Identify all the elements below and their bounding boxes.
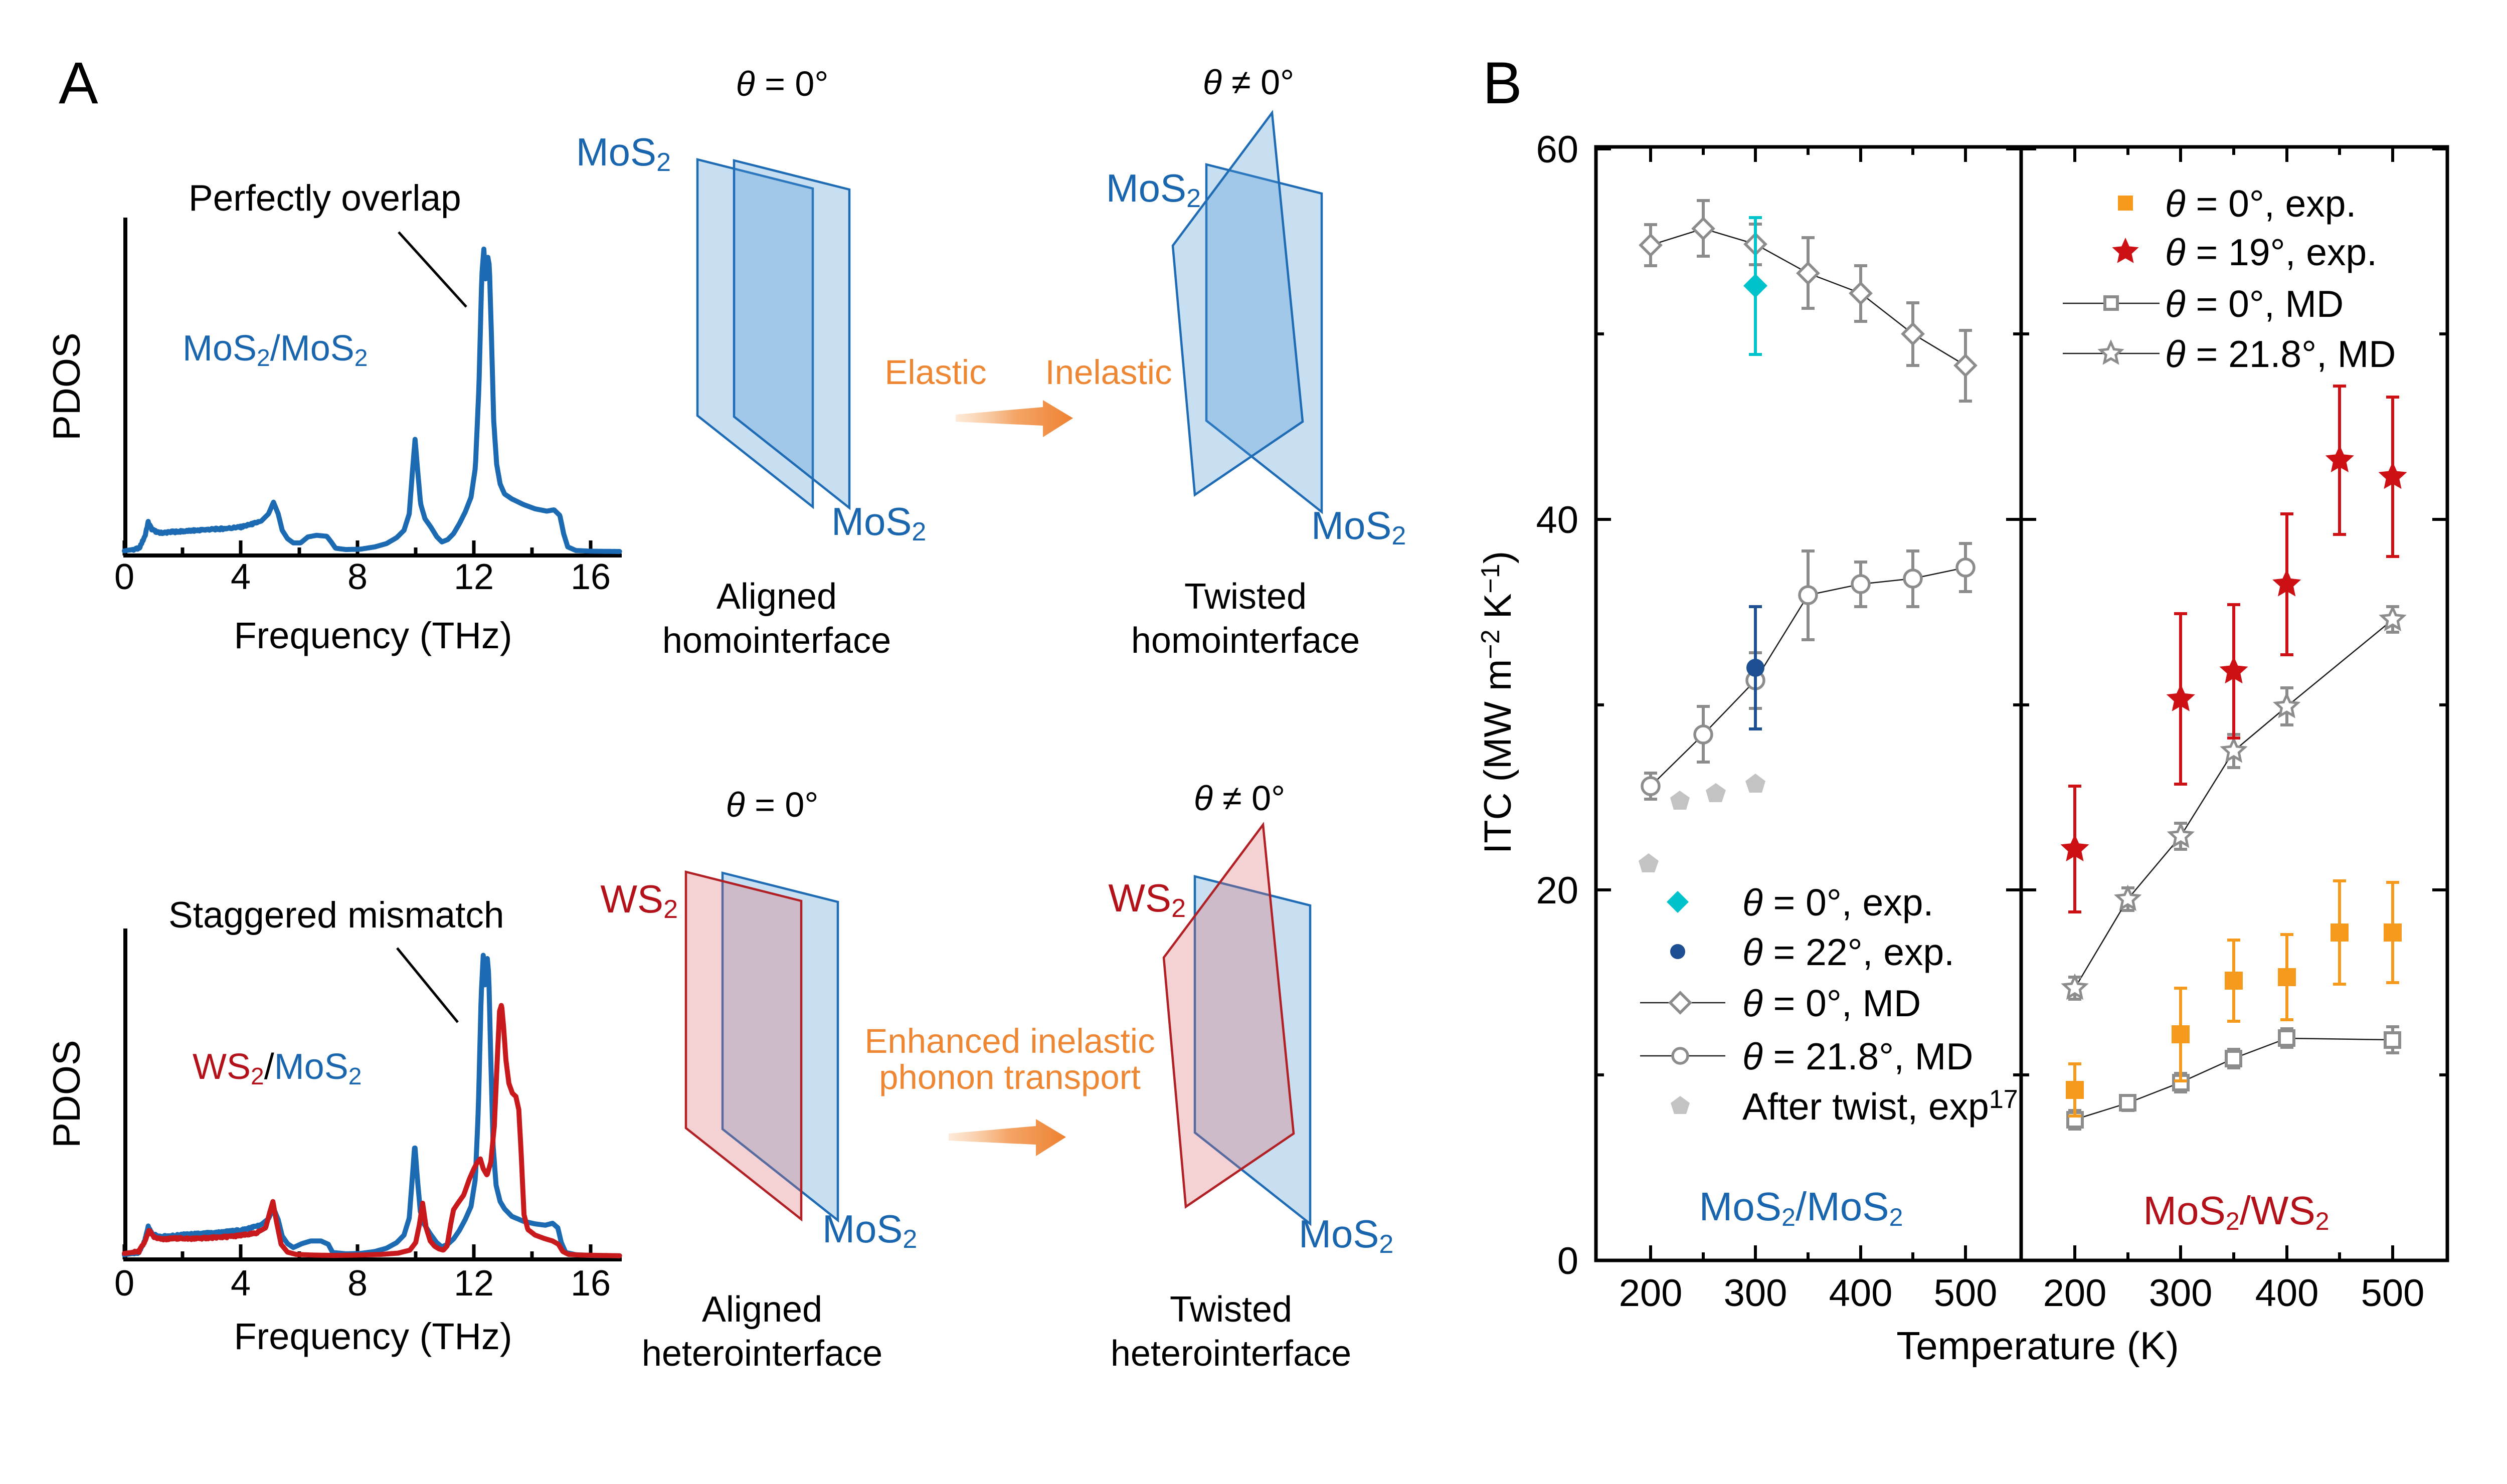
svg-text:Frequency (THz): Frequency (THz) — [234, 1316, 512, 1357]
svg-text:θ = 0°, MD: θ = 0°, MD — [1742, 982, 1921, 1024]
svg-text:300: 300 — [1724, 1272, 1787, 1315]
svg-text:MoS2: MoS2 — [1299, 1212, 1393, 1259]
svg-text:homointerface: homointerface — [662, 621, 891, 661]
svg-text:θ = 19°, exp.: θ = 19°, exp. — [2165, 231, 2377, 273]
svg-text:Enhanced inelastic: Enhanced inelastic — [864, 1022, 1155, 1060]
svg-text:4: 4 — [231, 1263, 251, 1304]
svg-text:WS2: WS2 — [1108, 876, 1186, 923]
svg-text:ITC (MW m−2 K−1): ITC (MW m−2 K−1) — [1476, 551, 1519, 854]
svg-text:phonon transport: phonon transport — [879, 1058, 1141, 1096]
svg-text:MoS2: MoS2 — [1106, 166, 1201, 213]
svg-text:Inelastic: Inelastic — [1045, 353, 1172, 392]
svg-text:MoS2/WS2: MoS2/WS2 — [2143, 1188, 2329, 1235]
svg-text:Perfectly overlap: Perfectly overlap — [189, 178, 461, 219]
svg-text:16: 16 — [571, 1263, 611, 1304]
svg-text:θ = 21.8°, MD: θ = 21.8°, MD — [2165, 333, 2396, 375]
svg-text:After twist, exp17: After twist, exp17 — [1742, 1085, 2018, 1128]
svg-text:θ = 0°: θ = 0° — [726, 785, 819, 824]
svg-text:MoS2: MoS2 — [822, 1207, 917, 1254]
svg-text:Frequency (THz): Frequency (THz) — [234, 615, 512, 656]
svg-text:PDOS: PDOS — [46, 332, 88, 440]
svg-text:θ = 22°, exp.: θ = 22°, exp. — [1742, 931, 1954, 973]
svg-text:heterointerface: heterointerface — [1111, 1334, 1351, 1374]
svg-text:16: 16 — [571, 557, 611, 597]
svg-text:8: 8 — [347, 557, 368, 597]
svg-text:MoS2: MoS2 — [576, 130, 671, 177]
svg-text:homointerface: homointerface — [1131, 621, 1360, 661]
svg-text:WS2: WS2 — [600, 877, 678, 924]
svg-text:heterointerface: heterointerface — [642, 1334, 882, 1374]
svg-text:200: 200 — [2043, 1272, 2107, 1315]
svg-text:MoS2/MoS2: MoS2/MoS2 — [1699, 1184, 1903, 1231]
svg-text:A: A — [59, 50, 98, 116]
svg-text:θ = 0°, exp.: θ = 0°, exp. — [1742, 881, 1933, 923]
svg-text:Temperature (K): Temperature (K) — [1896, 1324, 2179, 1368]
svg-text:40: 40 — [1536, 499, 1578, 541]
svg-text:Aligned: Aligned — [702, 1289, 822, 1330]
svg-text:0: 0 — [1557, 1240, 1578, 1282]
svg-text:MoS2: MoS2 — [1311, 503, 1406, 550]
svg-text:B: B — [1483, 50, 1522, 116]
svg-text:Twisted: Twisted — [1184, 577, 1307, 617]
svg-text:12: 12 — [454, 557, 494, 597]
svg-text:60: 60 — [1536, 128, 1578, 171]
svg-text:12: 12 — [454, 1263, 494, 1304]
svg-text:θ = 0°: θ = 0° — [736, 64, 829, 103]
svg-text:Twisted: Twisted — [1170, 1289, 1292, 1330]
svg-text:θ ≠ 0°: θ ≠ 0° — [1203, 63, 1294, 102]
svg-text:θ ≠ 0°: θ ≠ 0° — [1194, 779, 1285, 818]
svg-text:WS2/MoS2: WS2/MoS2 — [193, 1047, 362, 1090]
svg-text:0: 0 — [114, 1263, 134, 1304]
svg-text:Staggered mismatch: Staggered mismatch — [168, 895, 504, 936]
svg-text:200: 200 — [1619, 1272, 1683, 1315]
svg-text:PDOS: PDOS — [46, 1040, 88, 1148]
svg-text:MoS2: MoS2 — [831, 499, 926, 546]
svg-text:0: 0 — [114, 557, 134, 597]
svg-text:400: 400 — [1829, 1272, 1893, 1315]
svg-text:MoS2/MoS2: MoS2/MoS2 — [183, 328, 368, 372]
svg-text:500: 500 — [1934, 1272, 1998, 1315]
svg-text:Elastic: Elastic — [884, 353, 986, 392]
svg-text:400: 400 — [2255, 1272, 2319, 1315]
svg-text:8: 8 — [347, 1263, 368, 1304]
svg-text:4: 4 — [231, 557, 251, 597]
svg-text:θ = 0°, MD: θ = 0°, MD — [2165, 283, 2344, 325]
svg-text:20: 20 — [1536, 869, 1578, 912]
svg-text:θ = 0°, exp.: θ = 0°, exp. — [2165, 182, 2356, 225]
svg-text:300: 300 — [2149, 1272, 2213, 1315]
svg-text:Aligned: Aligned — [717, 577, 837, 617]
svg-text:θ = 21.8°, MD: θ = 21.8°, MD — [1742, 1035, 1973, 1077]
svg-text:500: 500 — [2361, 1272, 2425, 1315]
